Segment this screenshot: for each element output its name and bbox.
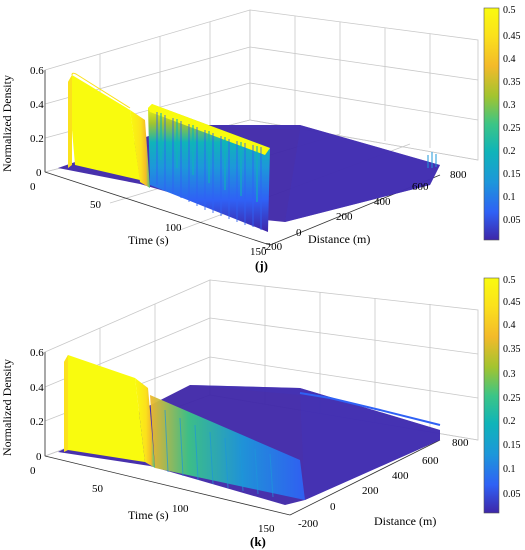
panel-j-cbtick: 0.1: [503, 192, 516, 203]
panel-j-jam-block: [68, 72, 150, 188]
panel-k-ylabel: Distance (m): [374, 514, 436, 528]
panel-k-ytick: 400: [392, 470, 409, 482]
panel-k-caption: (k): [250, 534, 266, 549]
panel-k-xtick: 150: [258, 523, 275, 535]
panel-k-xtick: 0: [30, 465, 36, 477]
panel-k-cbtick: 0.1: [503, 464, 516, 475]
panel-j-cbtick: 0.4: [503, 54, 516, 65]
panel-k-axis-lines: [44, 352, 441, 516]
panel-j-xtick: 50: [90, 199, 102, 211]
panel-k-floor-shade: [190, 385, 440, 500]
panel-j-oscillation-region: [148, 104, 270, 232]
panel-k-colorbar-ticks: 0.05 0.1 0.15 0.2 0.25 0.3 0.35 0.4 0.45…: [503, 275, 521, 500]
panel-k-cbtick: 0.2: [503, 416, 516, 427]
panel-j-ztick: 0.6: [30, 65, 44, 77]
panel-j-ytick: 400: [374, 196, 391, 208]
panel-k-cbtick: 0.45: [503, 297, 521, 308]
panel-k-cbtick: 0.05: [503, 489, 521, 500]
panel-k-cbtick: 0.15: [503, 440, 521, 451]
panel-j-cbtick: 0.25: [503, 123, 521, 134]
panel-j-ytick: 800: [450, 169, 467, 181]
panel-k-zlabel: Normalized Density: [0, 359, 14, 456]
panel-j: 0.6 0.4 0.2 0 0 50 100 150 -200 0 200 40…: [0, 5, 521, 273]
panel-k-ytick: 800: [452, 437, 469, 449]
panel-j-floor-shade: [180, 125, 440, 222]
panel-j-cbtick: 0.05: [503, 215, 521, 226]
panel-j-cbtick: 0.15: [503, 169, 521, 180]
panel-j-colorbar: [483, 7, 500, 241]
panel-j-ytick: 600: [412, 181, 429, 193]
panel-j-ztick: 0: [36, 167, 42, 179]
panel-j-cbtick: 0.2: [503, 146, 516, 157]
panel-j-ztick: 0.4: [30, 99, 44, 111]
panel-k-ztick: 0: [36, 451, 42, 463]
panel-j-xtick: 150: [250, 246, 267, 258]
panel-k-xlabel: Time (s): [128, 508, 169, 522]
panel-k-ytick: -200: [298, 518, 319, 530]
panel-k-colorbar: [483, 277, 500, 514]
panel-k-cbtick: 0.4: [503, 320, 516, 331]
panel-j-edge-spikes: [427, 152, 437, 168]
panel-j-cbtick: 0.45: [503, 31, 521, 42]
panel-k-ztick: 0.2: [30, 416, 44, 428]
panel-k-ztick: 0.6: [30, 347, 44, 359]
panel-k: 0.6 0.4 0.2 0 0 50 100 150 -200 0 200 40…: [0, 275, 521, 549]
panel-j-cbtick: 0.3: [503, 100, 516, 111]
panel-j-ztick: 0.2: [30, 133, 44, 145]
panel-j-ytick: -200: [262, 241, 283, 253]
panel-k-jam-block: [64, 355, 155, 468]
panel-j-cbtick: 0.35: [503, 77, 521, 88]
panel-j-colorbar-ticks: 0.05 0.1 0.15 0.2 0.25 0.3 0.35 0.4 0.45…: [503, 5, 521, 226]
panel-k-cbtick: 0.3: [503, 369, 516, 380]
panel-k-xtick: 100: [172, 503, 189, 515]
panel-j-ytick: 200: [336, 211, 353, 223]
panel-j-xtick: 100: [165, 222, 182, 234]
panel-k-cbtick: 0.35: [503, 344, 521, 355]
panel-j-xlabel: Time (s): [128, 233, 169, 247]
panel-k-ytick: 600: [422, 455, 439, 467]
panel-k-cbtick: 0.25: [503, 393, 521, 404]
panel-j-ytick: 0: [296, 227, 302, 239]
panel-j-caption: (j): [255, 258, 268, 273]
panel-j-cbtick: 0.5: [503, 5, 516, 16]
panel-j-zlabel: Normalized Density: [0, 75, 14, 172]
panel-j-xtick: 0: [30, 181, 36, 193]
panel-k-ripple-region: [150, 395, 305, 500]
panel-k-cbtick: 0.5: [503, 275, 516, 286]
panel-k-ridge: [299, 392, 441, 426]
panel-j-ylabel: Distance (m): [308, 232, 370, 246]
panel-k-ytick: 0: [330, 501, 336, 513]
panel-k-ztick: 0.4: [30, 382, 44, 394]
panel-k-xtick: 50: [92, 483, 104, 495]
panel-k-ytick: 200: [362, 485, 379, 497]
